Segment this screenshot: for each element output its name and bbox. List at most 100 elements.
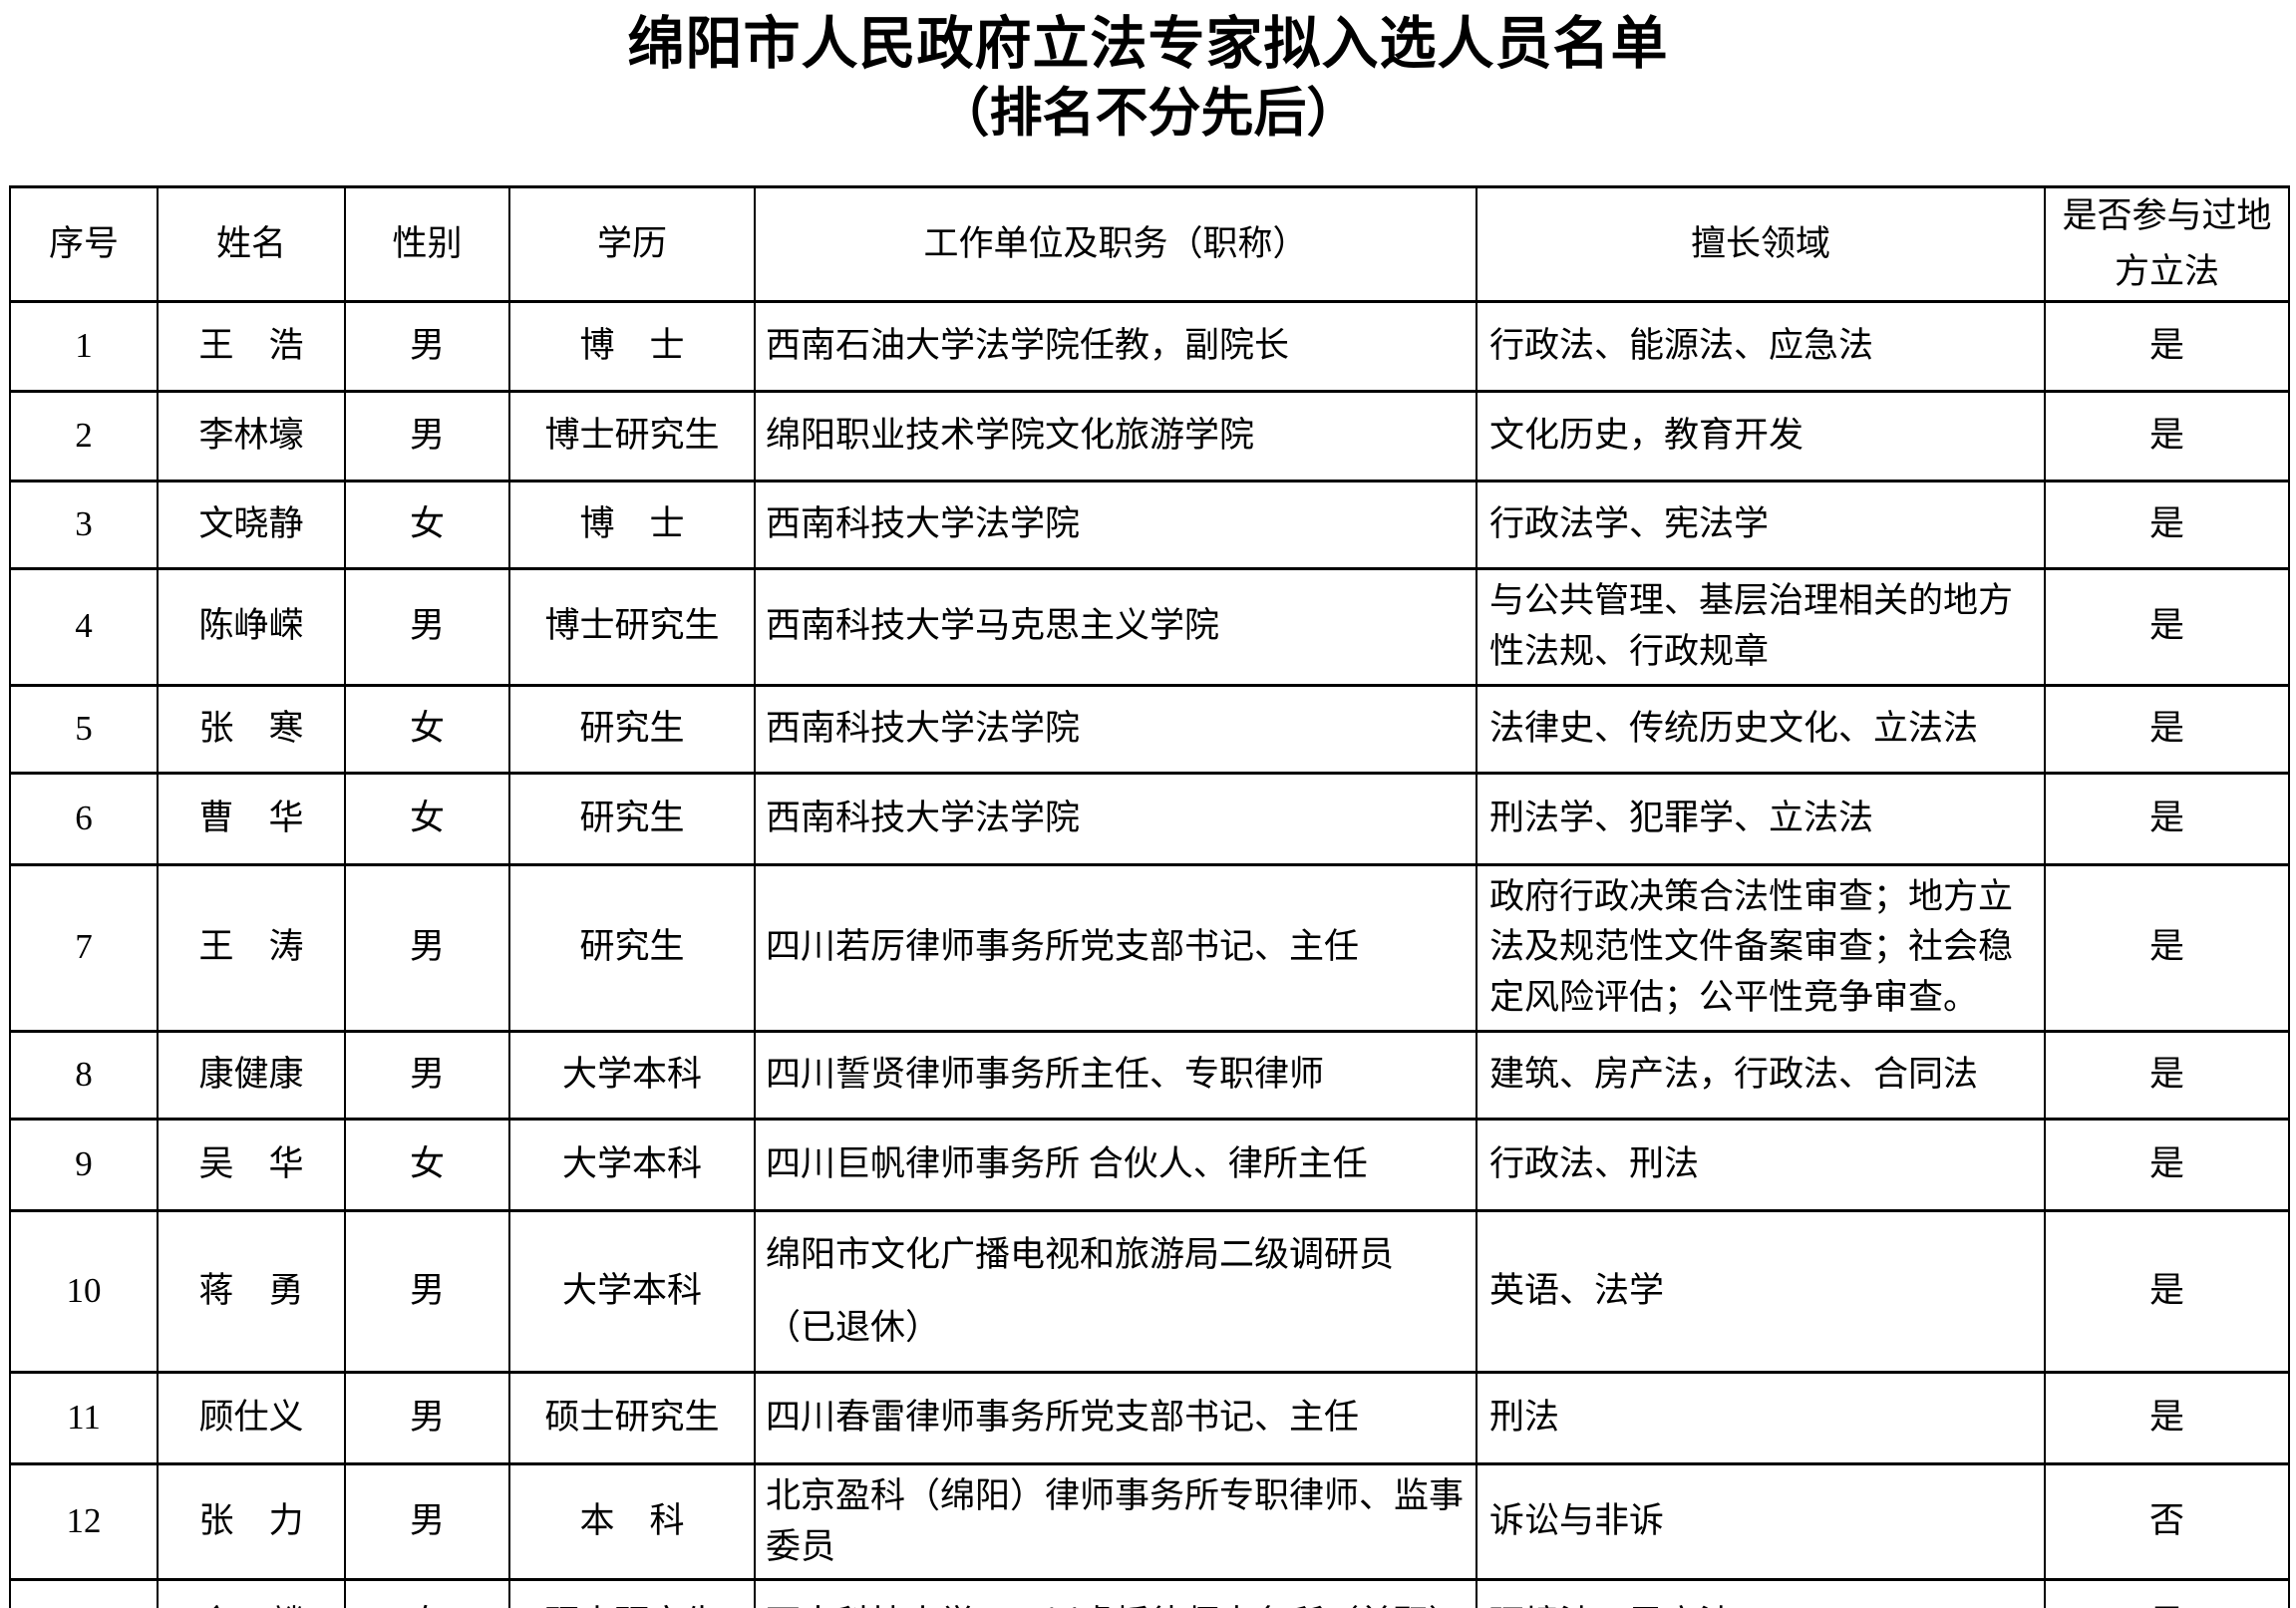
cell-work-unit: 四川巨帆律师事务所 合伙人、律所主任	[754, 1117, 1477, 1212]
cell-participated: 是	[2044, 862, 2290, 1033]
cell-name: 余 麟	[157, 1578, 346, 1608]
cell-index: 13	[9, 1578, 159, 1608]
cell-education: 博士研究生	[508, 390, 756, 482]
cell-expertise: 行政法学、宪法学	[1476, 480, 2046, 570]
table-row: 3 文晓静 女 博 士 西南科技大学法学院 行政法学、宪法学 是	[9, 480, 2290, 570]
cell-name: 张 寒	[157, 683, 346, 775]
cell-index: 9	[9, 1117, 159, 1212]
cell-education: 研究生	[508, 683, 756, 775]
cell-work-unit: 西南科技大学；四川睿桥律师事务所（兼职）	[754, 1578, 1477, 1608]
cell-index: 11	[9, 1370, 159, 1465]
table-row: 12 张 力 男 本 科 北京盈科（绵阳）律师事务所专职律师、监事委员 诉讼与非…	[9, 1461, 2290, 1582]
cell-work-unit: 北京盈科（绵阳）律师事务所专职律师、监事委员	[754, 1461, 1477, 1582]
cell-expertise: 行政法、刑法	[1476, 1117, 2046, 1212]
table-row: 11 顾仕义 男 硕士研究生 四川春雷律师事务所党支部书记、主任 刑法 是	[9, 1370, 2290, 1465]
cell-gender: 女	[344, 683, 510, 775]
cell-name: 王 涛	[157, 862, 346, 1033]
cell-education: 大学本科	[508, 1208, 756, 1374]
cell-index: 2	[9, 390, 159, 482]
cell-education: 大学本科	[508, 1029, 756, 1121]
cell-work-unit: 西南科技大学马克思主义学院	[754, 567, 1477, 687]
cell-participated: 是	[2044, 300, 2290, 393]
cell-name: 李林壕	[157, 390, 346, 482]
cell-gender: 男	[344, 1370, 510, 1465]
cell-participated: 是	[2044, 1208, 2290, 1374]
cell-education: 博 士	[508, 300, 756, 393]
cell-gender: 女	[344, 1578, 510, 1608]
table-row: 4 陈峥嵘 男 博士研究生 西南科技大学马克思主义学院 与公共管理、基层治理相关…	[9, 567, 2290, 687]
cell-participated: 是	[2044, 567, 2290, 687]
cell-gender: 男	[344, 1029, 510, 1121]
cell-expertise: 诉讼与非诉	[1476, 1461, 2046, 1582]
cell-gender: 女	[344, 771, 510, 866]
cell-name: 曹 华	[157, 771, 346, 866]
cell-participated: 是	[2044, 683, 2290, 775]
cell-participated: 否	[2044, 1461, 2290, 1582]
page-title: 绵阳市人民政府立法专家拟入选人员名单 （排名不分先后）	[0, 0, 2296, 146]
cell-expertise: 与公共管理、基层治理相关的地方性法规、行政规章	[1476, 567, 2046, 687]
cell-gender: 男	[344, 862, 510, 1033]
cell-education: 硕士研究生	[508, 1370, 756, 1465]
cell-work-unit: 绵阳市文化广播电视和旅游局二级调研员 （已退休）	[754, 1208, 1477, 1374]
cell-index: 7	[9, 862, 159, 1033]
cell-participated: 是	[2044, 1370, 2290, 1465]
col-header-name: 姓名	[157, 185, 346, 303]
cell-education: 本 科	[508, 1461, 756, 1582]
col-header-education: 学历	[508, 185, 756, 303]
cell-education: 博士研究生	[508, 567, 756, 687]
cell-education: 研究生	[508, 771, 756, 866]
table-row: 10 蒋 勇 男 大学本科 绵阳市文化广播电视和旅游局二级调研员 （已退休） 英…	[9, 1208, 2290, 1374]
col-header-gender: 性别	[344, 185, 510, 303]
cell-gender: 男	[344, 1461, 510, 1582]
table-row: 8 康健康 男 大学本科 四川誓贤律师事务所主任、专职律师 建筑、房产法，行政法…	[9, 1029, 2290, 1121]
cell-gender: 男	[344, 390, 510, 482]
cell-index: 5	[9, 683, 159, 775]
cell-work-unit: 西南科技大学法学院	[754, 683, 1477, 775]
cell-expertise: 行政法、能源法、应急法	[1476, 300, 2046, 393]
cell-index: 3	[9, 480, 159, 570]
cell-education: 研究生	[508, 862, 756, 1033]
cell-index: 12	[9, 1461, 159, 1582]
cell-expertise: 建筑、房产法，行政法、合同法	[1476, 1029, 2046, 1121]
cell-index: 6	[9, 771, 159, 866]
cell-education: 博 士	[508, 480, 756, 570]
cell-participated: 是	[2044, 1117, 2290, 1212]
cell-expertise: 政府行政决策合法性审查；地方立法及规范性文件备案审查；社会稳定风险评估；公平性竞…	[1476, 862, 2046, 1033]
table-row: 13 余 麟 女 硕士研究生 西南科技大学；四川睿桥律师事务所（兼职） 环境法、…	[9, 1578, 2290, 1608]
table-header-row: 序号 姓名 性别 学历 工作单位及职务（职称） 擅长领域 是否参与过地方立法	[9, 185, 2290, 303]
cell-gender: 男	[344, 300, 510, 393]
title-line2: （排名不分先后）	[936, 85, 1360, 143]
cell-expertise: 刑法	[1476, 1370, 2046, 1465]
table-row: 9 吴 华 女 大学本科 四川巨帆律师事务所 合伙人、律所主任 行政法、刑法 是	[9, 1117, 2290, 1212]
cell-name: 陈峥嵘	[157, 567, 346, 687]
cell-gender: 男	[344, 1208, 510, 1374]
col-header-work-unit: 工作单位及职务（职称）	[754, 185, 1477, 303]
col-header-expertise: 擅长领域	[1476, 185, 2046, 303]
cell-name: 蒋 勇	[157, 1208, 346, 1374]
cell-name: 张 力	[157, 1461, 346, 1582]
cell-education: 硕士研究生	[508, 1578, 756, 1608]
cell-work-unit: 西南石油大学法学院任教，副院长	[754, 300, 1477, 393]
cell-name: 文晓静	[157, 480, 346, 570]
cell-expertise: 英语、法学	[1476, 1208, 2046, 1374]
cell-participated: 是	[2044, 390, 2290, 482]
col-header-index: 序号	[9, 185, 159, 303]
cell-name: 吴 华	[157, 1117, 346, 1212]
cell-expertise: 环境法、民商法	[1476, 1578, 2046, 1608]
cell-index: 1	[9, 300, 159, 393]
cell-education: 大学本科	[508, 1117, 756, 1212]
cell-name: 顾仕义	[157, 1370, 346, 1465]
cell-work-unit: 绵阳职业技术学院文化旅游学院	[754, 390, 1477, 482]
cell-index: 4	[9, 567, 159, 687]
title-line1: 绵阳市人民政府立法专家拟入选人员名单	[627, 13, 1669, 76]
cell-index: 10	[9, 1208, 159, 1374]
table-row: 1 王 浩 男 博 士 西南石油大学法学院任教，副院长 行政法、能源法、应急法 …	[9, 300, 2290, 393]
cell-gender: 女	[344, 1117, 510, 1212]
cell-name: 康健康	[157, 1029, 346, 1121]
cell-expertise: 法律史、传统历史文化、立法法	[1476, 683, 2046, 775]
cell-work-unit: 四川若厉律师事务所党支部书记、主任	[754, 862, 1477, 1033]
cell-participated: 是	[2044, 1578, 2290, 1608]
cell-participated: 是	[2044, 771, 2290, 866]
cell-expertise: 文化历史，教育开发	[1476, 390, 2046, 482]
